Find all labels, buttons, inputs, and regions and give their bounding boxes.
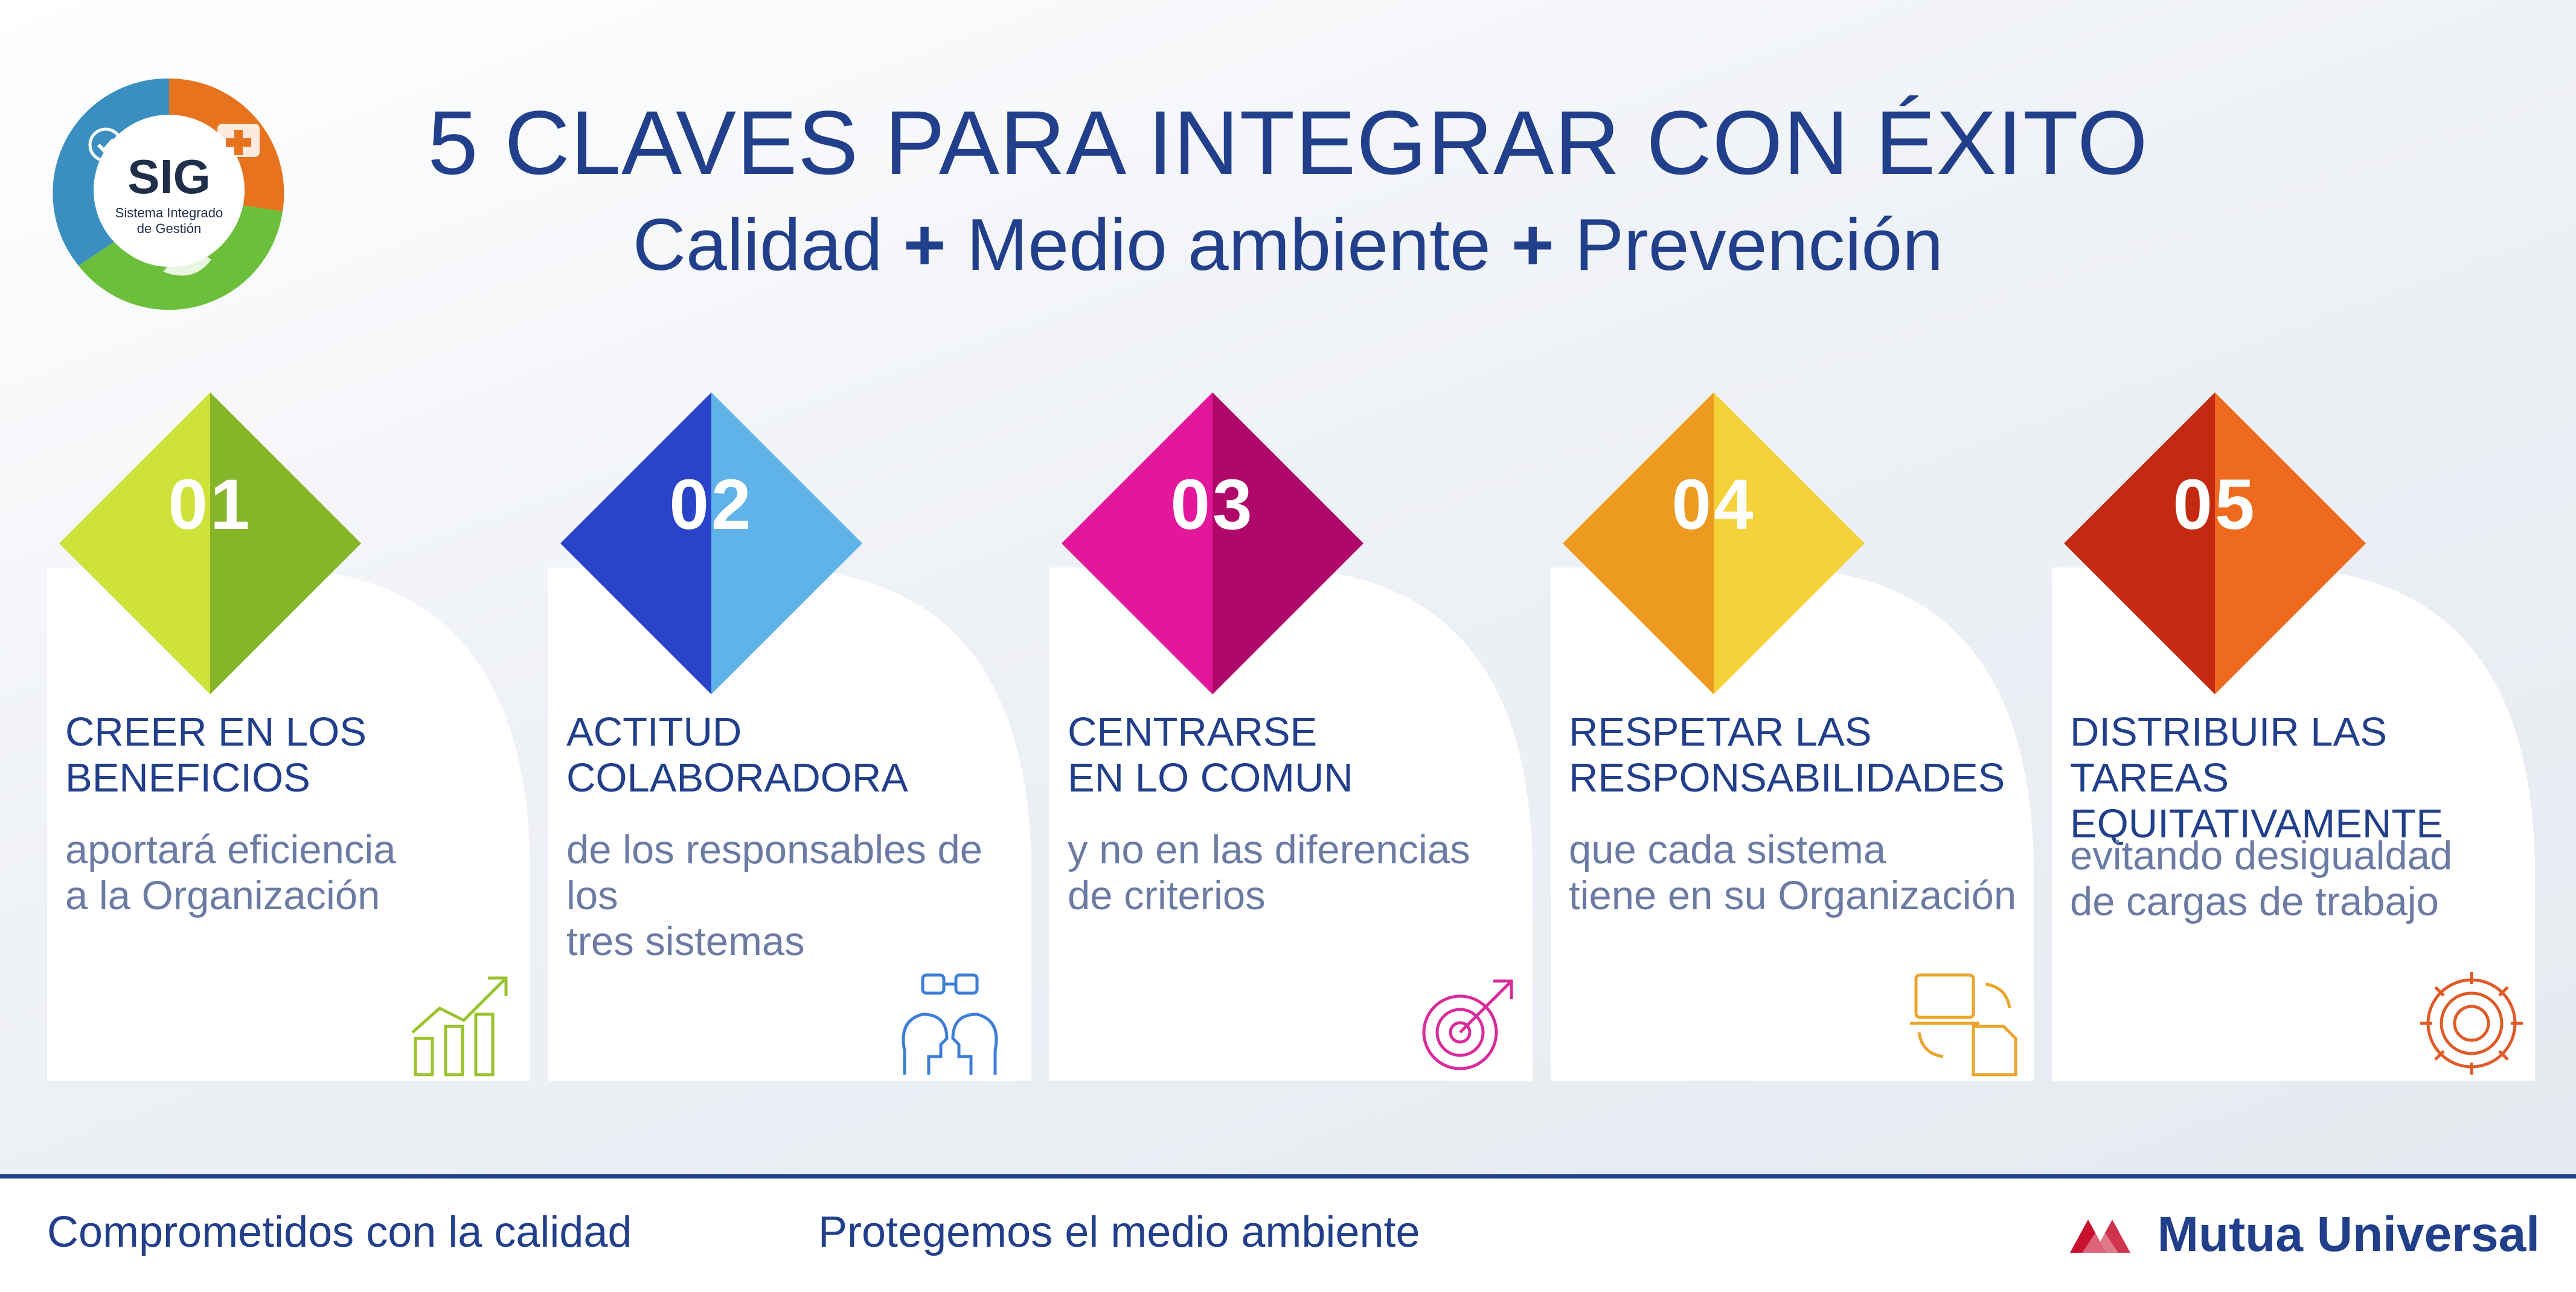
computer-document-icon [1907,966,2022,1081]
brand-logo: Mutua Universal [2067,1201,2540,1268]
key-card-shape [1551,392,2034,1081]
key-description: que cada sistema tiene en su Organizació… [1569,827,2017,918]
logo-caption-line1: Sistema Integrado [115,205,223,220]
key-card-2: 02 ACTITUD COLABORADORA de los responsab… [548,392,1049,1087]
key-title: RESPETAR LAS RESPONSABILIDADES [1569,709,2005,801]
sig-logo: SIG Sistema Integrado de Gestión [42,66,296,320]
key-card-5: 05 DISTRIBUIR LAS TAREAS EQUITATIVAMENTE… [2052,392,2553,1087]
key-number: 02 [669,465,754,545]
page-title: 5 CLAVES PARA INTEGRAR CON ÉXITO [428,92,2148,193]
key-card-shape [2052,392,2535,1081]
key-number: 03 [1170,465,1255,545]
growth-chart-icon [403,966,518,1081]
footer: Comprometidos con la calidad Protegemos … [0,1174,2576,1292]
key-title: CENTRARSE EN LO COMUN [1068,709,1353,801]
collaboration-heads-icon [892,966,1007,1081]
subtitle-plus-1: + [903,203,946,286]
page-subtitle: Calidad + Medio ambiente + Prevención [0,202,2576,287]
key-description: y no en las diferencias de criterios [1068,827,1470,918]
subtitle-prevention: Prevención [1574,203,1944,286]
key-card-shape [548,392,1031,1081]
key-description: evitando desigualdad de cargas de trabaj… [2070,833,2453,924]
logo-caption-line2: de Gestión [137,221,201,236]
key-title: DISTRIBUIR LAS TAREAS EQUITATIVAMENTE [2070,709,2443,846]
key-card-shape [1049,392,1533,1081]
key-title: ACTITUD COLABORADORA [566,709,908,801]
key-card-1: 01 CREER EN LOS BENEFICIOS aportará efic… [47,392,548,1087]
subtitle-environment: Medio ambiente [966,203,1491,286]
footer-slogan-quality: Comprometidos con la calidad [47,1208,632,1256]
gear-cycle-icon [2414,966,2529,1081]
key-card-4: 04 RESPETAR LAS RESPONSABILIDADES que ca… [1551,392,2052,1087]
key-number: 01 [168,465,252,545]
key-card-3: 03 CENTRARSE EN LO COMUN y no en las dif… [1049,392,1551,1087]
key-card-shape [47,392,530,1081]
key-number: 04 [1671,465,1756,545]
logo-acronym: SIG [127,150,211,203]
target-icon [1412,966,1527,1081]
subtitle-quality: Calidad [632,203,883,286]
footer-slogan-environment: Protegemos el medio ambiente [818,1208,1420,1256]
brand-mark-icon [2069,1220,2130,1253]
key-number: 05 [2173,465,2257,545]
subtitle-plus-2: + [1511,203,1554,286]
key-description: de los responsables de los tres sistemas [566,827,983,964]
key-description: aportará eficiencia a la Organización [65,827,396,918]
brand-name: Mutua Universal [2157,1207,2540,1262]
key-title: CREER EN LOS BENEFICIOS [65,709,367,801]
